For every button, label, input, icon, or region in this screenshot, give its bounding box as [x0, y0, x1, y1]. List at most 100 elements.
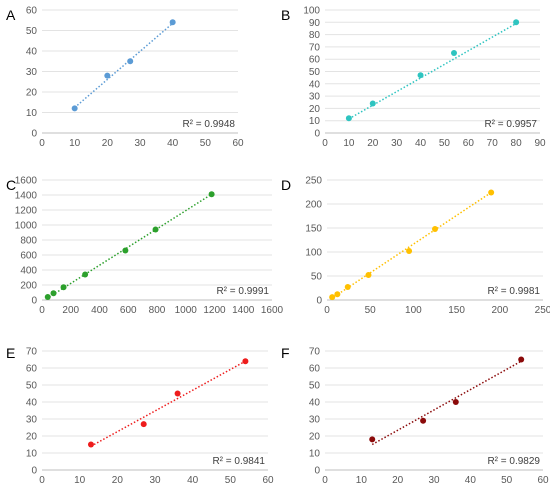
panel-f-x-tick-label: 50 [501, 475, 513, 486]
panel-b-y-tick-label: 100 [303, 6, 320, 17]
panel-e-data-point [174, 390, 181, 397]
panel-c-r2-label: R² = 0.9991 [216, 286, 269, 297]
panel-d-x-tick-label: 250 [535, 305, 550, 316]
panel-e-y-tick-label: 0 [31, 466, 37, 477]
panel-a-x-tick-label: 30 [134, 138, 146, 149]
panel-d-data-point [329, 294, 336, 301]
panel-b-data-point [451, 50, 457, 57]
panel-e-data-point [87, 441, 94, 448]
panel-b-y-tick-label: 40 [309, 79, 321, 90]
panel-c-data-point [152, 226, 159, 233]
panel-d-letter: D [281, 177, 291, 193]
panel-b-x-tick-label: 90 [534, 138, 546, 149]
panel-b-data-point [369, 100, 376, 107]
panel-a-x-tick-label: 20 [102, 138, 114, 149]
panel-d-data-point [488, 189, 495, 196]
panel-b-letter: B [281, 7, 290, 23]
panel-f-x-tick-label: 60 [537, 475, 549, 486]
panel-c-y-tick-label: 0 [31, 296, 37, 307]
panel-e-x-tick-label: 20 [112, 475, 124, 486]
panel-a-y-tick-label: 30 [26, 67, 38, 78]
panel-a-letter: A [6, 7, 16, 23]
panel-b-r2-label: R² = 0.9957 [484, 119, 537, 130]
panel-c-y-tick-label: 1200 [15, 206, 38, 217]
panel-c-x-tick-label: 1000 [175, 305, 198, 316]
panel-d-y-tick-label: 50 [311, 272, 323, 283]
panel-a-y-tick-label: 40 [26, 47, 38, 58]
panel-c-y-tick-label: 1400 [15, 191, 38, 202]
panel-d-y-tick-label: 0 [316, 296, 322, 307]
panel-b-data-point [417, 72, 424, 79]
panel-a-trendline [74, 22, 174, 109]
panel-c-x-tick-label: 1600 [261, 305, 284, 316]
panel-c-x-tick-label: 400 [91, 305, 108, 316]
panel-d-data-point [432, 225, 438, 232]
panel-c-y-tick-label: 1600 [15, 176, 38, 187]
panel-b-x-tick-label: 50 [439, 138, 451, 149]
panel-c-x-tick-label: 600 [120, 305, 137, 316]
panel-d-x-tick-label: 200 [491, 305, 508, 316]
panel-e-data-point [242, 358, 249, 365]
panel-f-data-point [369, 436, 376, 443]
panel-e-trendline [90, 360, 246, 447]
panel-c-y-tick-label: 800 [20, 236, 37, 247]
panel-f-x-tick-label: 0 [322, 475, 328, 486]
panel-b-y-tick-label: 90 [309, 18, 321, 29]
panel-e-r2-label: R² = 0.9841 [212, 456, 265, 467]
panel-b-trendline [348, 22, 517, 120]
panel-a-x-tick-label: 10 [69, 138, 81, 149]
panel-c-y-tick-label: 600 [20, 251, 37, 262]
panel-f-y-tick-label: 70 [309, 347, 321, 358]
panel-f-letter: F [281, 345, 290, 361]
chart-panel-c: 0 200 400 600 800 1000 1200 1400 1600 0 200 400 600 8… [6, 176, 284, 317]
panel-f-data-point [518, 356, 525, 363]
panel-b-x-tick-label: 20 [367, 138, 379, 149]
panel-d-y-tick-label: 100 [305, 248, 322, 259]
panel-c-y-tick-label: 400 [20, 266, 37, 277]
panel-d-x-tick-label: 100 [405, 305, 422, 316]
panel-f-trendline [371, 360, 522, 446]
panel-d-y-tick-label: 200 [305, 200, 322, 211]
chart-panel-e: 0 10 20 30 40 50 60 70 0 10 20 30 40 50 60 R² = 0.9841 E [6, 345, 274, 486]
panel-c-x-tick-label: 200 [62, 305, 79, 316]
panel-f-y-tick-label: 40 [309, 398, 321, 409]
panel-f-x-tick-label: 40 [465, 475, 477, 486]
panel-e-x-tick-label: 40 [187, 475, 199, 486]
panel-c-y-tick-label: 1000 [15, 221, 38, 232]
panel-e-y-tick-label: 50 [26, 381, 38, 392]
panel-b-x-tick-label: 70 [487, 138, 499, 149]
panel-a-y-tick-label: 10 [26, 108, 38, 119]
panel-f-x-tick-label: 30 [428, 475, 440, 486]
panel-c-x-tick-label: 800 [149, 305, 166, 316]
panel-a-y-tick-label: 50 [26, 26, 38, 37]
panel-b-y-tick-label: 30 [309, 92, 321, 103]
panel-a-x-tick-label: 50 [200, 138, 212, 149]
panel-a-x-tick-label: 60 [232, 138, 244, 149]
panel-f-y-tick-label: 20 [309, 432, 321, 443]
panel-b-x-tick-label: 10 [343, 138, 355, 149]
panel-d-data-point [344, 284, 351, 291]
panel-f-y-tick-label: 50 [309, 381, 321, 392]
panel-a-r2-label: R² = 0.9948 [182, 119, 235, 130]
panel-e-y-tick-label: 10 [26, 449, 38, 460]
panel-b-data-point [513, 19, 520, 26]
panel-b-y-tick-label: 10 [309, 116, 321, 127]
panel-f-y-tick-label: 0 [314, 466, 320, 477]
panel-a-x-tick-label: 0 [39, 138, 45, 149]
panel-b-x-tick-label: 40 [415, 138, 427, 149]
panel-a-data-point [127, 58, 134, 65]
panel-f-data-point [452, 399, 459, 405]
panel-f-x-tick-label: 10 [356, 475, 368, 486]
panel-b-y-tick-label: 20 [309, 104, 321, 115]
panel-b-y-tick-label: 50 [309, 67, 321, 78]
panel-c-y-tick-label: 200 [20, 281, 37, 292]
panel-d-data-point [334, 291, 341, 298]
panel-f-r2-label: R² = 0.9829 [487, 456, 540, 467]
panel-e-x-tick-label: 10 [74, 475, 86, 486]
panel-e-x-tick-label: 30 [149, 475, 161, 486]
panel-d-x-tick-label: 0 [324, 305, 330, 316]
panel-a-y-tick-label: 60 [26, 6, 38, 17]
panel-b-y-tick-label: 0 [314, 129, 320, 140]
chart-panel-d: 0 50 100 150 200 250 0 50 100 150 200 250 R² = 0.998… [281, 176, 550, 317]
